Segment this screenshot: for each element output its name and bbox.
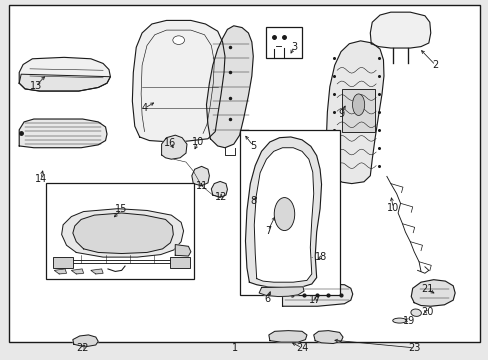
Text: 19: 19 (403, 316, 415, 325)
Bar (53, 257, 73, 267)
Text: 10: 10 (192, 138, 204, 147)
Text: 6: 6 (264, 294, 270, 304)
Polygon shape (54, 269, 66, 274)
Polygon shape (191, 166, 209, 186)
Text: 11: 11 (195, 181, 207, 192)
Polygon shape (369, 12, 430, 48)
Polygon shape (282, 284, 352, 306)
Ellipse shape (392, 318, 406, 323)
Polygon shape (211, 181, 227, 197)
Text: 24: 24 (295, 343, 307, 353)
Text: 20: 20 (420, 307, 433, 317)
Polygon shape (175, 244, 190, 256)
Text: 9: 9 (337, 109, 344, 119)
Polygon shape (268, 330, 306, 342)
Text: 21: 21 (420, 284, 433, 294)
Polygon shape (206, 26, 253, 148)
Polygon shape (61, 209, 183, 257)
Polygon shape (71, 269, 83, 274)
Polygon shape (161, 135, 186, 159)
Text: 14: 14 (35, 174, 47, 184)
Bar (341, 89, 374, 132)
Text: 15: 15 (115, 204, 127, 215)
Text: 16: 16 (164, 139, 176, 148)
Ellipse shape (274, 198, 294, 230)
Bar (266, 27, 301, 58)
Text: 17: 17 (308, 295, 321, 305)
Text: 12: 12 (214, 192, 227, 202)
Text: 8: 8 (250, 196, 256, 206)
Polygon shape (91, 269, 103, 274)
Polygon shape (245, 137, 321, 288)
Text: 5: 5 (250, 141, 256, 151)
Polygon shape (19, 119, 107, 148)
Polygon shape (299, 249, 322, 266)
Polygon shape (313, 330, 342, 343)
Text: 3: 3 (290, 42, 297, 51)
Text: 1: 1 (231, 343, 237, 353)
Polygon shape (73, 213, 173, 253)
Text: 7: 7 (264, 226, 270, 236)
Polygon shape (410, 280, 454, 306)
Polygon shape (73, 335, 98, 346)
Polygon shape (254, 148, 313, 282)
Bar (45, 183, 194, 279)
Text: 4: 4 (141, 103, 147, 113)
Polygon shape (259, 287, 304, 297)
Polygon shape (326, 41, 383, 184)
Text: 22: 22 (76, 343, 89, 353)
Text: 10: 10 (386, 203, 399, 213)
Text: 13: 13 (30, 81, 42, 91)
Ellipse shape (410, 309, 421, 316)
Polygon shape (245, 193, 276, 204)
Circle shape (172, 36, 184, 44)
Polygon shape (19, 74, 110, 91)
Ellipse shape (352, 94, 364, 116)
Polygon shape (19, 57, 110, 91)
Bar (170, 257, 189, 267)
Bar (239, 130, 339, 295)
Text: 18: 18 (315, 252, 327, 262)
Text: 23: 23 (407, 343, 420, 353)
Text: 2: 2 (431, 60, 438, 70)
Polygon shape (132, 21, 224, 142)
